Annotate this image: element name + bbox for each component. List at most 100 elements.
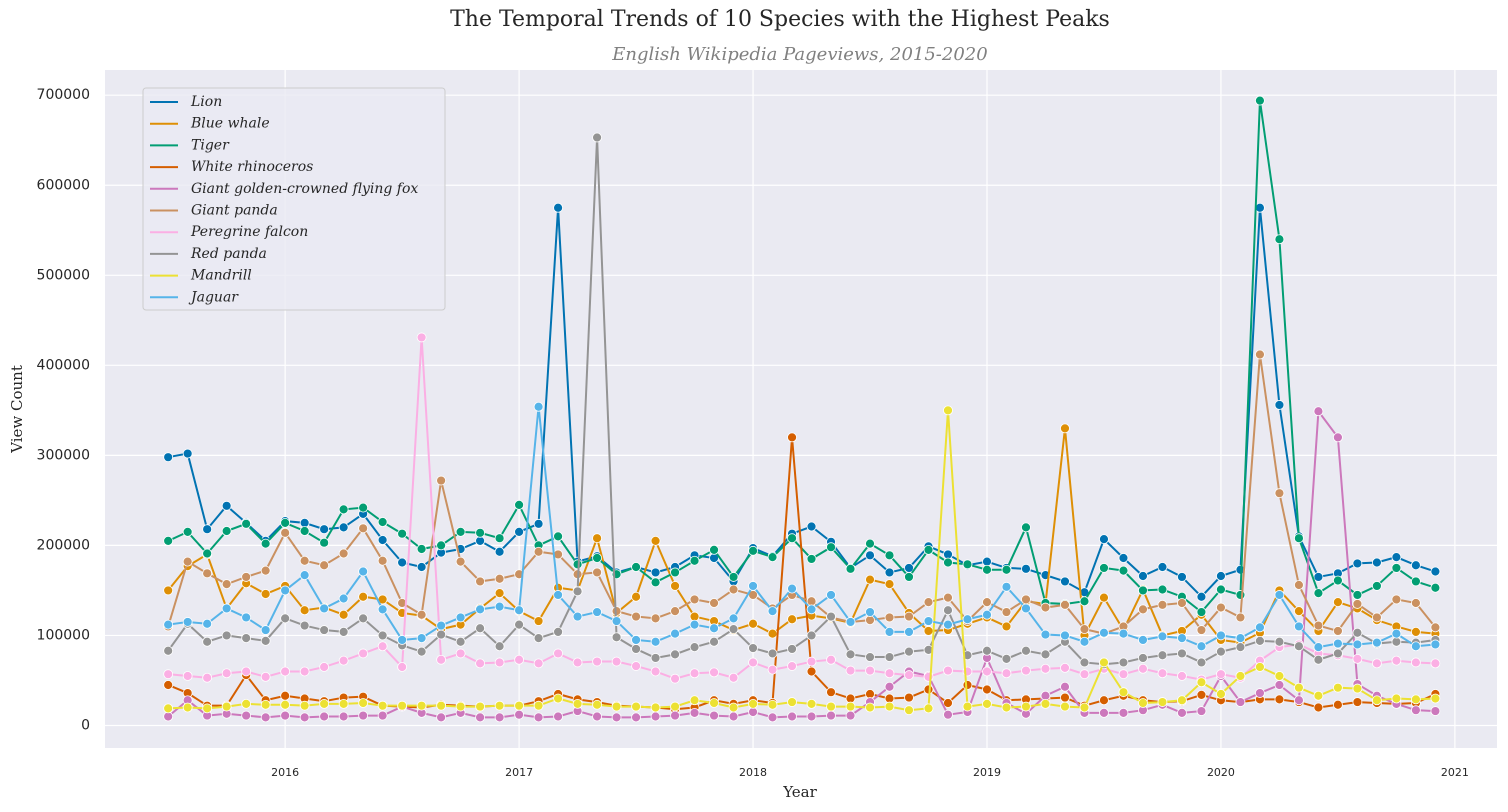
data-point [962,559,973,570]
data-point [299,700,310,711]
data-point [1391,552,1402,563]
data-point [416,700,427,711]
data-point [514,700,524,711]
data-point [572,611,583,622]
data-point [319,537,330,548]
data-point [1040,663,1051,674]
data-point [338,655,349,666]
data-point [475,576,485,587]
data-point [845,710,856,721]
data-point [260,538,271,549]
data-point [748,618,758,629]
data-point [943,592,953,603]
data-point [338,504,349,515]
data-point [884,668,895,679]
data-point [1099,534,1109,545]
data-point [767,628,778,639]
data-point [553,648,563,659]
data-point [1157,599,1168,610]
data-point [1333,432,1343,443]
data-point [1079,657,1090,668]
data-point [1430,639,1441,650]
data-point [1021,522,1031,533]
x-tick-label: 2020 [1207,766,1235,779]
data-point [202,703,213,714]
data-point [904,572,914,582]
data-point [377,641,388,652]
data-point [280,699,291,710]
data-point [748,657,758,668]
data-point [1391,636,1402,647]
data-point [1138,698,1148,708]
data-point [1060,423,1070,434]
data-point [689,611,700,622]
data-point [1391,655,1402,666]
data-point [592,567,602,578]
data-point [748,643,758,653]
data-point [241,612,252,623]
data-point [553,626,563,637]
data-point [709,636,719,647]
y-tick-label: 0 [81,717,90,733]
data-point [611,656,622,667]
data-point [202,618,213,629]
data-point [338,609,349,620]
data-point [416,609,427,620]
data-point [1391,628,1402,639]
data-point [884,701,895,712]
data-point [1235,612,1246,623]
data-point [1157,668,1168,679]
data-point [572,586,583,597]
data-point [319,711,330,722]
data-point [1274,488,1285,499]
data-point [163,703,174,714]
data-point [962,614,973,625]
data-point [299,620,310,631]
y-tick-label: 400000 [37,357,90,373]
data-point [631,644,641,654]
data-point [338,593,349,604]
data-point [689,619,700,630]
data-point [611,701,622,712]
data-point [377,517,388,527]
data-point [319,625,330,635]
data-point [455,648,466,659]
data-point [1255,349,1265,360]
data-point [826,590,836,600]
data-point [1255,662,1265,672]
data-point [923,616,934,626]
data-point [806,698,817,709]
data-point [689,594,700,605]
data-point [260,699,271,710]
data-point [592,553,602,563]
data-point [1021,645,1031,656]
data-point [865,574,875,585]
data-point [358,698,369,708]
data-point [338,711,349,722]
data-point [533,518,544,529]
data-point [962,680,973,690]
data-point [299,526,310,536]
data-point [845,563,856,574]
data-point [1118,657,1129,668]
data-point [728,711,739,722]
data-point [982,666,992,677]
chart-subtitle: English Wikipedia Pageviews, 2015-2020 [611,44,987,65]
data-point [709,698,719,708]
data-point [260,565,271,576]
data-point [845,649,856,660]
y-tick-label: 100000 [37,627,90,643]
data-point [1177,707,1187,718]
data-point [397,557,408,568]
data-point [1294,533,1304,544]
y-axis-label: View Count [8,365,26,454]
data-point [650,702,661,713]
data-point [1333,648,1343,659]
data-point [1079,624,1090,635]
data-point [1060,576,1070,587]
x-axis-label: Year [782,783,817,801]
data-point [650,666,661,677]
data-point [202,548,213,559]
data-point [1177,572,1187,582]
data-point [1313,654,1324,665]
